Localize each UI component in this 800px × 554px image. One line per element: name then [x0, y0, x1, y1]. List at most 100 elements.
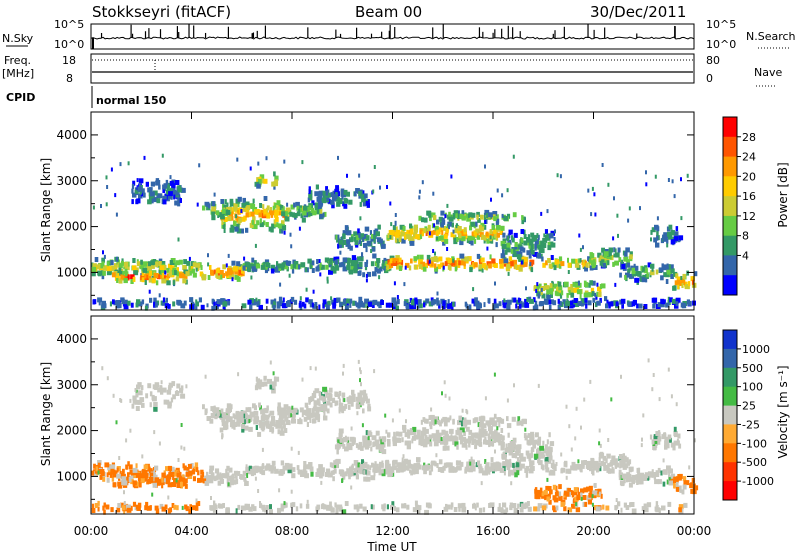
y-tick-label: 4000 [56, 128, 87, 142]
velocity-cell [336, 449, 339, 455]
colorbar-segment [723, 235, 737, 256]
power-cell [478, 228, 482, 234]
power-cell [484, 209, 490, 215]
power-cell [587, 188, 590, 193]
power-cell [464, 301, 468, 307]
velocity-cell [560, 468, 564, 474]
velocity-cell [305, 503, 310, 509]
velocity-cell [154, 465, 159, 471]
velocity-cell [515, 453, 518, 459]
velocity-cell [282, 423, 286, 429]
velocity-cell [180, 423, 183, 427]
velocity-cell [104, 462, 110, 468]
velocity-cell [631, 479, 635, 485]
velocity-cell [252, 403, 256, 409]
velocity-cell [527, 440, 531, 446]
velocity-cell [299, 407, 304, 413]
power-cell [335, 196, 340, 202]
velocity-cell [438, 432, 442, 438]
velocity-cell [534, 487, 538, 493]
velocity-cell [589, 462, 594, 468]
power-cell [467, 213, 470, 218]
power-cell [158, 184, 161, 190]
velocity-cell [375, 430, 380, 436]
velocity-cell [392, 469, 395, 474]
velocity-cell [571, 490, 575, 496]
velocity-cell [535, 432, 539, 438]
power-cell [507, 233, 511, 239]
power-cell [164, 303, 169, 309]
power-cell [511, 235, 514, 241]
velocity-cell [575, 406, 578, 411]
power-cell [335, 234, 338, 240]
power-cell [503, 215, 508, 221]
power-cell [396, 264, 401, 270]
velocity-cell [457, 460, 462, 466]
velocity-cell [154, 477, 160, 483]
velocity-cell [135, 481, 140, 487]
power-cell [123, 278, 128, 284]
power-cell [476, 211, 480, 217]
velocity-cell [651, 387, 654, 392]
power-cell [136, 299, 141, 305]
power-cell [342, 257, 348, 263]
power-cell [516, 254, 522, 260]
velocity-cell [465, 426, 470, 432]
power-cell [377, 268, 381, 274]
power-cell [527, 234, 531, 240]
velocity-cell [619, 480, 625, 486]
velocity-cell [635, 477, 638, 483]
velocity-cell [185, 506, 189, 512]
velocity-cell [355, 472, 359, 478]
power-cell [351, 255, 357, 261]
velocity-cell [292, 410, 295, 415]
velocity-cell [272, 419, 276, 425]
velocity-cell [565, 475, 568, 480]
velocity-cell [549, 441, 555, 447]
velocity-cell [167, 495, 170, 500]
power-cell [328, 259, 333, 265]
velocity-cell [172, 394, 176, 400]
velocity-cell [357, 399, 360, 404]
power-cell [111, 272, 116, 278]
velocity-cell [668, 477, 672, 483]
power-cell [271, 223, 276, 229]
power-cell [124, 268, 128, 274]
power-cell [242, 206, 246, 212]
velocity-cell [338, 409, 341, 414]
power-cell [469, 267, 473, 273]
power-cell [436, 291, 439, 296]
power-cell [364, 262, 368, 267]
power-cell [154, 302, 158, 308]
velocity-cell [280, 470, 284, 476]
velocity-cell [678, 443, 682, 449]
velocity-cell [277, 429, 281, 435]
velocity-cell [339, 402, 342, 408]
velocity-cell [544, 464, 549, 470]
velocity-cell [539, 487, 543, 493]
velocity-cell [263, 375, 267, 381]
velocity-cell [670, 473, 676, 479]
power-cell [301, 160, 304, 165]
velocity-cell [195, 467, 199, 473]
velocity-cell [158, 441, 161, 446]
velocity-cell [118, 456, 121, 460]
power-cell [534, 300, 538, 306]
power-cell [275, 216, 279, 222]
power-cell [458, 233, 462, 239]
velocity-cell [110, 507, 114, 513]
power-cell [478, 224, 483, 230]
power-cell [481, 234, 484, 240]
power-cell [207, 253, 209, 258]
power-cell [655, 269, 659, 275]
velocity-cell [424, 466, 428, 471]
power-cell [183, 300, 187, 306]
velocity-cell [423, 469, 427, 475]
velocity-cell [370, 504, 373, 510]
velocity-cell [212, 472, 215, 477]
velocity-cell [161, 506, 167, 512]
power-cell [213, 192, 216, 197]
velocity-cell [279, 430, 285, 436]
power-cell [325, 190, 328, 196]
power-cell [386, 185, 388, 189]
